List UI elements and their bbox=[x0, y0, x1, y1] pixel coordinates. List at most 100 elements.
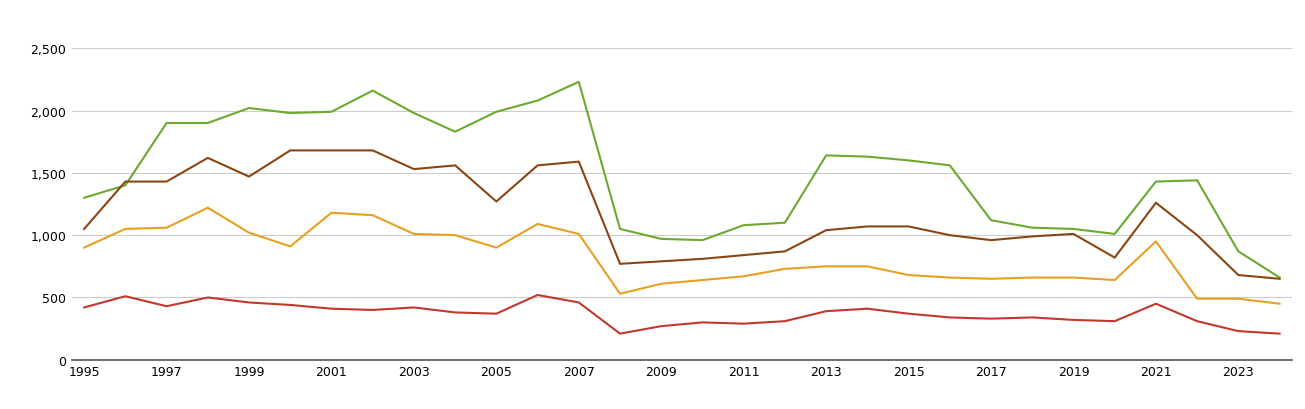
Semi-Detached bbox=[942, 275, 958, 280]
Detached bbox=[117, 294, 133, 299]
Detached bbox=[488, 312, 504, 317]
Flat bbox=[117, 183, 133, 188]
Flat bbox=[406, 111, 422, 116]
Terraced bbox=[1107, 256, 1122, 261]
Flat bbox=[1066, 227, 1082, 232]
Flat bbox=[488, 110, 504, 115]
Semi-Detached bbox=[1107, 278, 1122, 283]
Terraced bbox=[1189, 233, 1205, 238]
Flat bbox=[365, 89, 381, 94]
Terraced bbox=[365, 148, 381, 153]
Terraced bbox=[942, 233, 958, 238]
Semi-Detached bbox=[860, 264, 876, 269]
Terraced bbox=[324, 148, 339, 153]
Detached bbox=[1066, 318, 1082, 323]
Semi-Detached bbox=[1272, 301, 1288, 306]
Flat bbox=[76, 196, 91, 201]
Line: Flat: Flat bbox=[84, 83, 1280, 278]
Detached bbox=[365, 308, 381, 312]
Flat bbox=[818, 153, 834, 158]
Detached bbox=[1107, 319, 1122, 324]
Terraced bbox=[776, 249, 792, 254]
Detached bbox=[1272, 331, 1288, 336]
Semi-Detached bbox=[448, 233, 463, 238]
Semi-Detached bbox=[488, 245, 504, 250]
Terraced bbox=[282, 148, 298, 153]
Detached bbox=[448, 310, 463, 315]
Terraced bbox=[530, 164, 545, 169]
Semi-Detached bbox=[900, 273, 916, 278]
Semi-Detached bbox=[572, 232, 587, 237]
Semi-Detached bbox=[200, 206, 215, 211]
Detached bbox=[324, 306, 339, 311]
Flat bbox=[159, 121, 175, 126]
Semi-Detached bbox=[818, 264, 834, 269]
Terraced bbox=[1272, 276, 1288, 281]
Semi-Detached bbox=[365, 213, 381, 218]
Detached bbox=[1148, 301, 1164, 306]
Detached bbox=[406, 305, 422, 310]
Detached bbox=[572, 300, 587, 305]
Flat bbox=[1272, 275, 1288, 280]
Semi-Detached bbox=[983, 276, 998, 281]
Semi-Detached bbox=[1066, 275, 1082, 280]
Detached bbox=[900, 312, 916, 317]
Detached bbox=[776, 319, 792, 324]
Detached bbox=[942, 315, 958, 320]
Flat bbox=[900, 159, 916, 164]
Flat bbox=[1189, 178, 1205, 183]
Terraced bbox=[572, 160, 587, 165]
Detached bbox=[736, 321, 752, 326]
Terraced bbox=[200, 156, 215, 161]
Flat bbox=[654, 237, 669, 242]
Flat bbox=[694, 238, 710, 243]
Detached bbox=[860, 306, 876, 311]
Flat bbox=[1107, 232, 1122, 237]
Detached bbox=[612, 331, 628, 336]
Line: Terraced: Terraced bbox=[84, 151, 1280, 279]
Detached bbox=[530, 293, 545, 298]
Semi-Detached bbox=[1231, 297, 1246, 301]
Terraced bbox=[900, 225, 916, 229]
Flat bbox=[1231, 249, 1246, 254]
Detached bbox=[241, 300, 257, 305]
Semi-Detached bbox=[694, 278, 710, 283]
Terraced bbox=[983, 238, 998, 243]
Semi-Detached bbox=[776, 267, 792, 272]
Flat bbox=[282, 111, 298, 116]
Semi-Detached bbox=[1189, 297, 1205, 301]
Flat bbox=[736, 223, 752, 228]
Detached bbox=[282, 303, 298, 308]
Terraced bbox=[448, 164, 463, 169]
Flat bbox=[241, 106, 257, 111]
Detached bbox=[654, 324, 669, 329]
Semi-Detached bbox=[1148, 239, 1164, 244]
Terraced bbox=[1024, 234, 1040, 239]
Flat bbox=[983, 218, 998, 223]
Detached bbox=[1189, 319, 1205, 324]
Detached bbox=[818, 309, 834, 314]
Terraced bbox=[1148, 201, 1164, 206]
Semi-Detached bbox=[76, 245, 91, 250]
Terraced bbox=[76, 227, 91, 232]
Terraced bbox=[654, 259, 669, 264]
Semi-Detached bbox=[241, 231, 257, 236]
Terraced bbox=[159, 180, 175, 184]
Flat bbox=[860, 155, 876, 160]
Semi-Detached bbox=[530, 222, 545, 227]
Semi-Detached bbox=[406, 232, 422, 237]
Terraced bbox=[694, 257, 710, 262]
Flat bbox=[324, 110, 339, 115]
Terraced bbox=[612, 262, 628, 267]
Flat bbox=[612, 227, 628, 232]
Semi-Detached bbox=[117, 227, 133, 232]
Flat bbox=[448, 130, 463, 135]
Semi-Detached bbox=[324, 211, 339, 216]
Detached bbox=[159, 304, 175, 309]
Semi-Detached bbox=[654, 282, 669, 287]
Terraced bbox=[488, 200, 504, 204]
Detached bbox=[694, 320, 710, 325]
Terraced bbox=[860, 225, 876, 229]
Flat bbox=[1024, 226, 1040, 231]
Flat bbox=[776, 221, 792, 226]
